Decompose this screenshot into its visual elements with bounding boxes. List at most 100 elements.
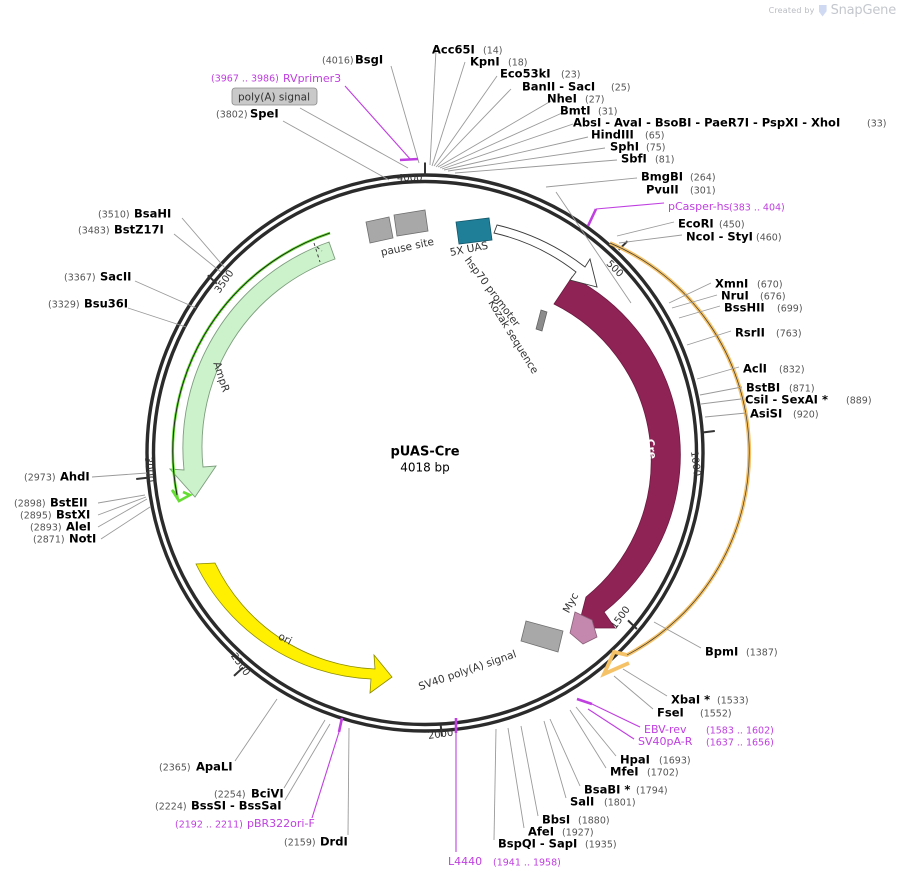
svg-text:(1693): (1693) — [659, 756, 691, 767]
enzyme-label-ahdi[interactable]: (2973) AhdI — [24, 470, 148, 484]
svg-text:(2893): (2893) — [30, 523, 62, 534]
enzyme-label-eco53ki[interactable]: Eco53kI (23) — [500, 67, 581, 81]
enzyme-label-bsahi[interactable]: (3510) BsaHI — [98, 207, 226, 269]
feature-sv40-polya[interactable]: SV40 poly(A) signal — [417, 620, 564, 693]
svg-text:EcoRI: EcoRI — [678, 217, 714, 231]
feature-5x-uas[interactable]: 5X UAS — [449, 217, 493, 259]
enzyme-label-bstxi[interactable]: (2895) BstXI — [20, 496, 147, 522]
enzyme-group-left: (2973) AhdI (2898) BstEII (2895) BstXI (… — [14, 207, 226, 546]
enzyme-group-top-left: (4016) BsgI (3802) SpeI (3967 .. 3986) R… — [211, 53, 420, 181]
enzyme-label-bbsi[interactable]: BbsI (1880) — [520, 725, 610, 827]
enzyme-label-xbai[interactable]: XbaI * (1533) — [622, 668, 749, 707]
enzyme-label-bstbi[interactable]: BstBI (871) — [699, 381, 815, 396]
svg-text:SV40pA-R: SV40pA-R — [638, 735, 693, 748]
svg-text:pCasper-hs: pCasper-hs — [668, 200, 730, 213]
svg-text:(763): (763) — [776, 329, 802, 340]
svg-text:(1533): (1533) — [717, 696, 749, 707]
svg-text:(2895): (2895) — [20, 511, 52, 522]
svg-text:(65): (65) — [645, 131, 665, 142]
enzyme-label-bpmi[interactable]: BpmI (1387) — [653, 621, 778, 659]
enzyme-label-banii-saci[interactable]: BanII - SacI (25) — [522, 80, 631, 94]
svg-text:(2898): (2898) — [14, 499, 46, 510]
enzyme-label-asisi[interactable]: AsiSI (920) — [704, 407, 819, 421]
svg-text:AhdI: AhdI — [60, 470, 90, 484]
svg-text:(450): (450) — [719, 220, 745, 231]
enzyme-label-hpai[interactable]: HpaI (1693) — [575, 706, 691, 767]
enzyme-label-bsshii[interactable]: BssHII (699) — [678, 301, 803, 319]
axis-tick-4000: 4000 — [397, 162, 426, 184]
svg-text:(23): (23) — [561, 70, 581, 81]
svg-text:(18): (18) — [508, 58, 528, 69]
primer-label-pcasper-hs[interactable]: pCasper-hs (383 .. 404) — [586, 200, 785, 227]
svg-text:(4016): (4016) — [322, 56, 354, 67]
primer-label-sv40pa-r[interactable]: SV40pA-R (1637 .. 1656) — [587, 708, 774, 749]
enzyme-label-sbfi[interactable]: SbfI (81) — [621, 152, 675, 166]
enzyme-label-bcivi[interactable]: (2254) BciVI — [214, 719, 326, 801]
watermark-brand: SnapGene — [830, 3, 897, 18]
enzyme-label-afei[interactable]: AfeI (1927) — [507, 727, 594, 839]
svg-text:BmgBI: BmgBI — [641, 170, 683, 184]
svg-text:BssHII: BssHII — [724, 301, 765, 315]
enzyme-label-bsteii[interactable]: (2898) BstEII — [14, 494, 146, 510]
enzyme-label-spei[interactable]: (3802) SpeI — [216, 107, 390, 181]
primer-label-rvprimer3[interactable]: (3967 .. 3986) RVprimer3 — [211, 72, 419, 162]
enzyme-label-sacii[interactable]: (3367) SacII — [64, 270, 197, 309]
feature-cre[interactable]: Cre — [553, 276, 681, 629]
enzyme-label-hindiii[interactable]: HindIII (65) — [591, 128, 665, 142]
enzyme-label-rsrii[interactable]: RsrII (763) — [686, 326, 802, 346]
enzyme-label-pvuii[interactable]: PvuII (301) — [646, 183, 716, 197]
enzyme-label-acli[interactable]: AclI (832) — [696, 362, 805, 380]
enzyme-label-bsu36i[interactable]: (3329) Bsu36I — [48, 297, 187, 328]
svg-text:(2973): (2973) — [24, 473, 56, 484]
feature-polya-signal-label[interactable]: poly(A) signal — [231, 87, 409, 169]
svg-text:(14): (14) — [483, 46, 503, 57]
enzyme-label-ncoi-styi[interactable]: NcoI - StyI (460) — [618, 230, 782, 244]
svg-text:(670): (670) — [757, 280, 783, 291]
enzyme-label-xmni[interactable]: XmnI (670) — [668, 277, 783, 304]
enzyme-label-bspqi-sapi[interactable]: BspQI - SapI (1935) — [493, 728, 617, 851]
feature-pause-site[interactable]: pause site — [365, 209, 435, 259]
enzyme-label-nhei[interactable]: NheI (27) — [547, 92, 605, 106]
primer-label-ebv-rev[interactable]: EBV-rev (1583 .. 1602) — [576, 697, 774, 737]
enzyme-label-bmgbi[interactable]: BmgBI (264) — [641, 170, 716, 184]
svg-text:(3329): (3329) — [48, 300, 80, 311]
feature-ampr[interactable]: AmpR — [168, 241, 336, 498]
enzyme-label-alei[interactable]: (2893) AleI — [30, 498, 148, 534]
enzyme-label-mfei[interactable]: MfeI (1702) — [569, 709, 679, 779]
enzyme-label-absi-group[interactable]: AbsI - AvaI - BsoBI - PaeR7I - PspXI - X… — [573, 116, 887, 130]
feature-kozak-sequence[interactable]: Kozak sequence — [485, 298, 548, 376]
enzyme-label-bsgi[interactable]: (4016) BsgI — [322, 53, 420, 164]
svg-text:BstBI: BstBI — [746, 381, 780, 395]
enzyme-label-kpni[interactable]: KpnI (18) — [470, 55, 528, 69]
primer-label-l4440[interactable]: L4440 (1941 .. 1958) — [448, 718, 561, 869]
enzyme-label-noti[interactable]: (2871) NotI — [33, 506, 151, 546]
enzyme-label-bstz17i[interactable]: (3483) BstZ17I — [78, 223, 222, 273]
enzyme-label-acc65i[interactable]: Acc65I (14) — [432, 43, 503, 57]
enzyme-label-apali[interactable]: (2365) ApaLI — [159, 698, 278, 774]
plasmid-size: 4018 bp — [400, 461, 450, 475]
svg-text:NotI: NotI — [69, 532, 96, 546]
enzyme-label-sphi[interactable]: SphI (75) — [610, 140, 666, 154]
axis-tick-2500: 2500 — [228, 651, 252, 678]
enzyme-label-drdi[interactable]: (2159) DrdI — [284, 727, 350, 849]
enzyme-label-nrui[interactable]: NruI (676) — [671, 289, 786, 309]
enzyme-group-top-fan: Acc65I (14) KpnI (18) Eco53kI (23) BanII… — [432, 43, 887, 166]
svg-text:PvuII: PvuII — [646, 183, 679, 197]
svg-text:2500: 2500 — [228, 651, 252, 678]
enzyme-label-ecori[interactable]: EcoRI (450) — [616, 217, 745, 237]
feature-label-ori: ori — [276, 631, 294, 648]
enzyme-label-sali[interactable]: SalI (1801) — [543, 720, 636, 809]
enzyme-label-bsssi-bsssai[interactable]: (2224) BssSI - BssSaI — [155, 723, 331, 813]
svg-text:AclI: AclI — [743, 362, 767, 376]
feature-ampr-promoter[interactable] — [170, 231, 331, 503]
svg-text:AleI: AleI — [66, 520, 91, 534]
enzyme-group-right-upper: BmgBI (264) PvuII (301) pCasper-hs (383 … — [586, 170, 785, 244]
enzyme-label-fsei[interactable]: FseI (1552) — [613, 675, 732, 720]
enzyme-label-bmti[interactable]: BmtI (31) — [560, 104, 618, 118]
enzyme-label-bsabi[interactable]: BsaBI * (1794) — [549, 718, 668, 797]
svg-text:(1801): (1801) — [604, 798, 636, 809]
primer-label-pbr322ori-f[interactable]: (2192 .. 2211) pBR322ori-F — [175, 717, 344, 831]
svg-text:BbsI: BbsI — [542, 813, 570, 827]
feature-ori[interactable]: ori — [195, 562, 393, 694]
enzyme-label-csii-sexai[interactable]: CsiI - SexAI * (889) — [700, 393, 872, 407]
